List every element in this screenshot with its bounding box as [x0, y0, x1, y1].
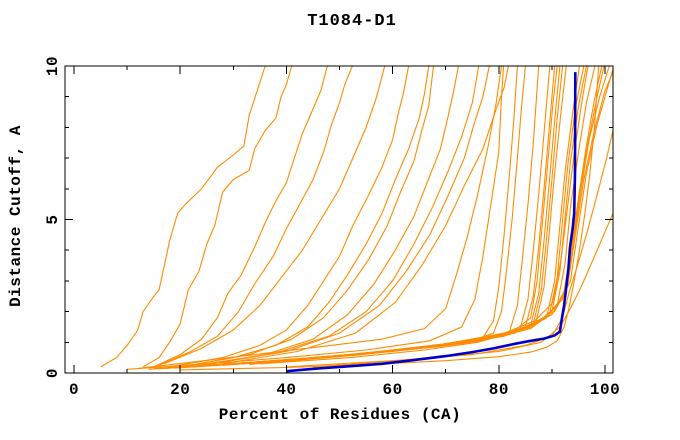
highlight-curve [286, 72, 577, 373]
y-axis-label: Distance Cutoff, A [7, 125, 25, 307]
x-tick-label: 40 [276, 381, 296, 399]
model-curve [164, 66, 540, 369]
model-curve [180, 66, 567, 368]
model-curve [249, 66, 589, 365]
x-tick-label: 0 [69, 381, 79, 399]
x-tick-label: 80 [489, 381, 509, 399]
model-curve [238, 68, 613, 365]
plot-title: T1084-D1 [307, 12, 397, 31]
y-tick-label: 0 [44, 368, 62, 378]
model-curves-group [100, 66, 613, 373]
model-curve [206, 66, 480, 365]
x-axis-label: Percent of Residues (CA) [218, 406, 462, 424]
y-tick-label: 10 [44, 56, 62, 76]
model-curve [148, 66, 518, 370]
model-curve [169, 66, 410, 368]
model-curve [190, 66, 435, 366]
y-tick-label: 5 [44, 214, 62, 224]
axis-frame [64, 65, 614, 374]
model-curve [174, 66, 561, 369]
model-curve [164, 66, 386, 365]
model-curve [100, 66, 266, 368]
model-curve [286, 130, 613, 368]
x-tick-label: 60 [383, 381, 403, 399]
model-curve [180, 66, 600, 371]
x-tick-label: 20 [170, 381, 190, 399]
model-curve [201, 66, 460, 366]
model-curve [233, 71, 613, 365]
model-curve [127, 66, 505, 370]
model-curve [153, 66, 328, 368]
x-tick-label: 100 [590, 381, 620, 399]
model-curve [222, 66, 509, 365]
model-curve [142, 66, 293, 368]
model-curve [137, 66, 503, 369]
model-curve [158, 66, 353, 366]
model-curve [259, 66, 558, 365]
model-curve [212, 66, 490, 365]
tick-labels-group: 0 20 40 60 80 100 0 5 10 [44, 56, 620, 399]
model-curve [185, 66, 585, 368]
